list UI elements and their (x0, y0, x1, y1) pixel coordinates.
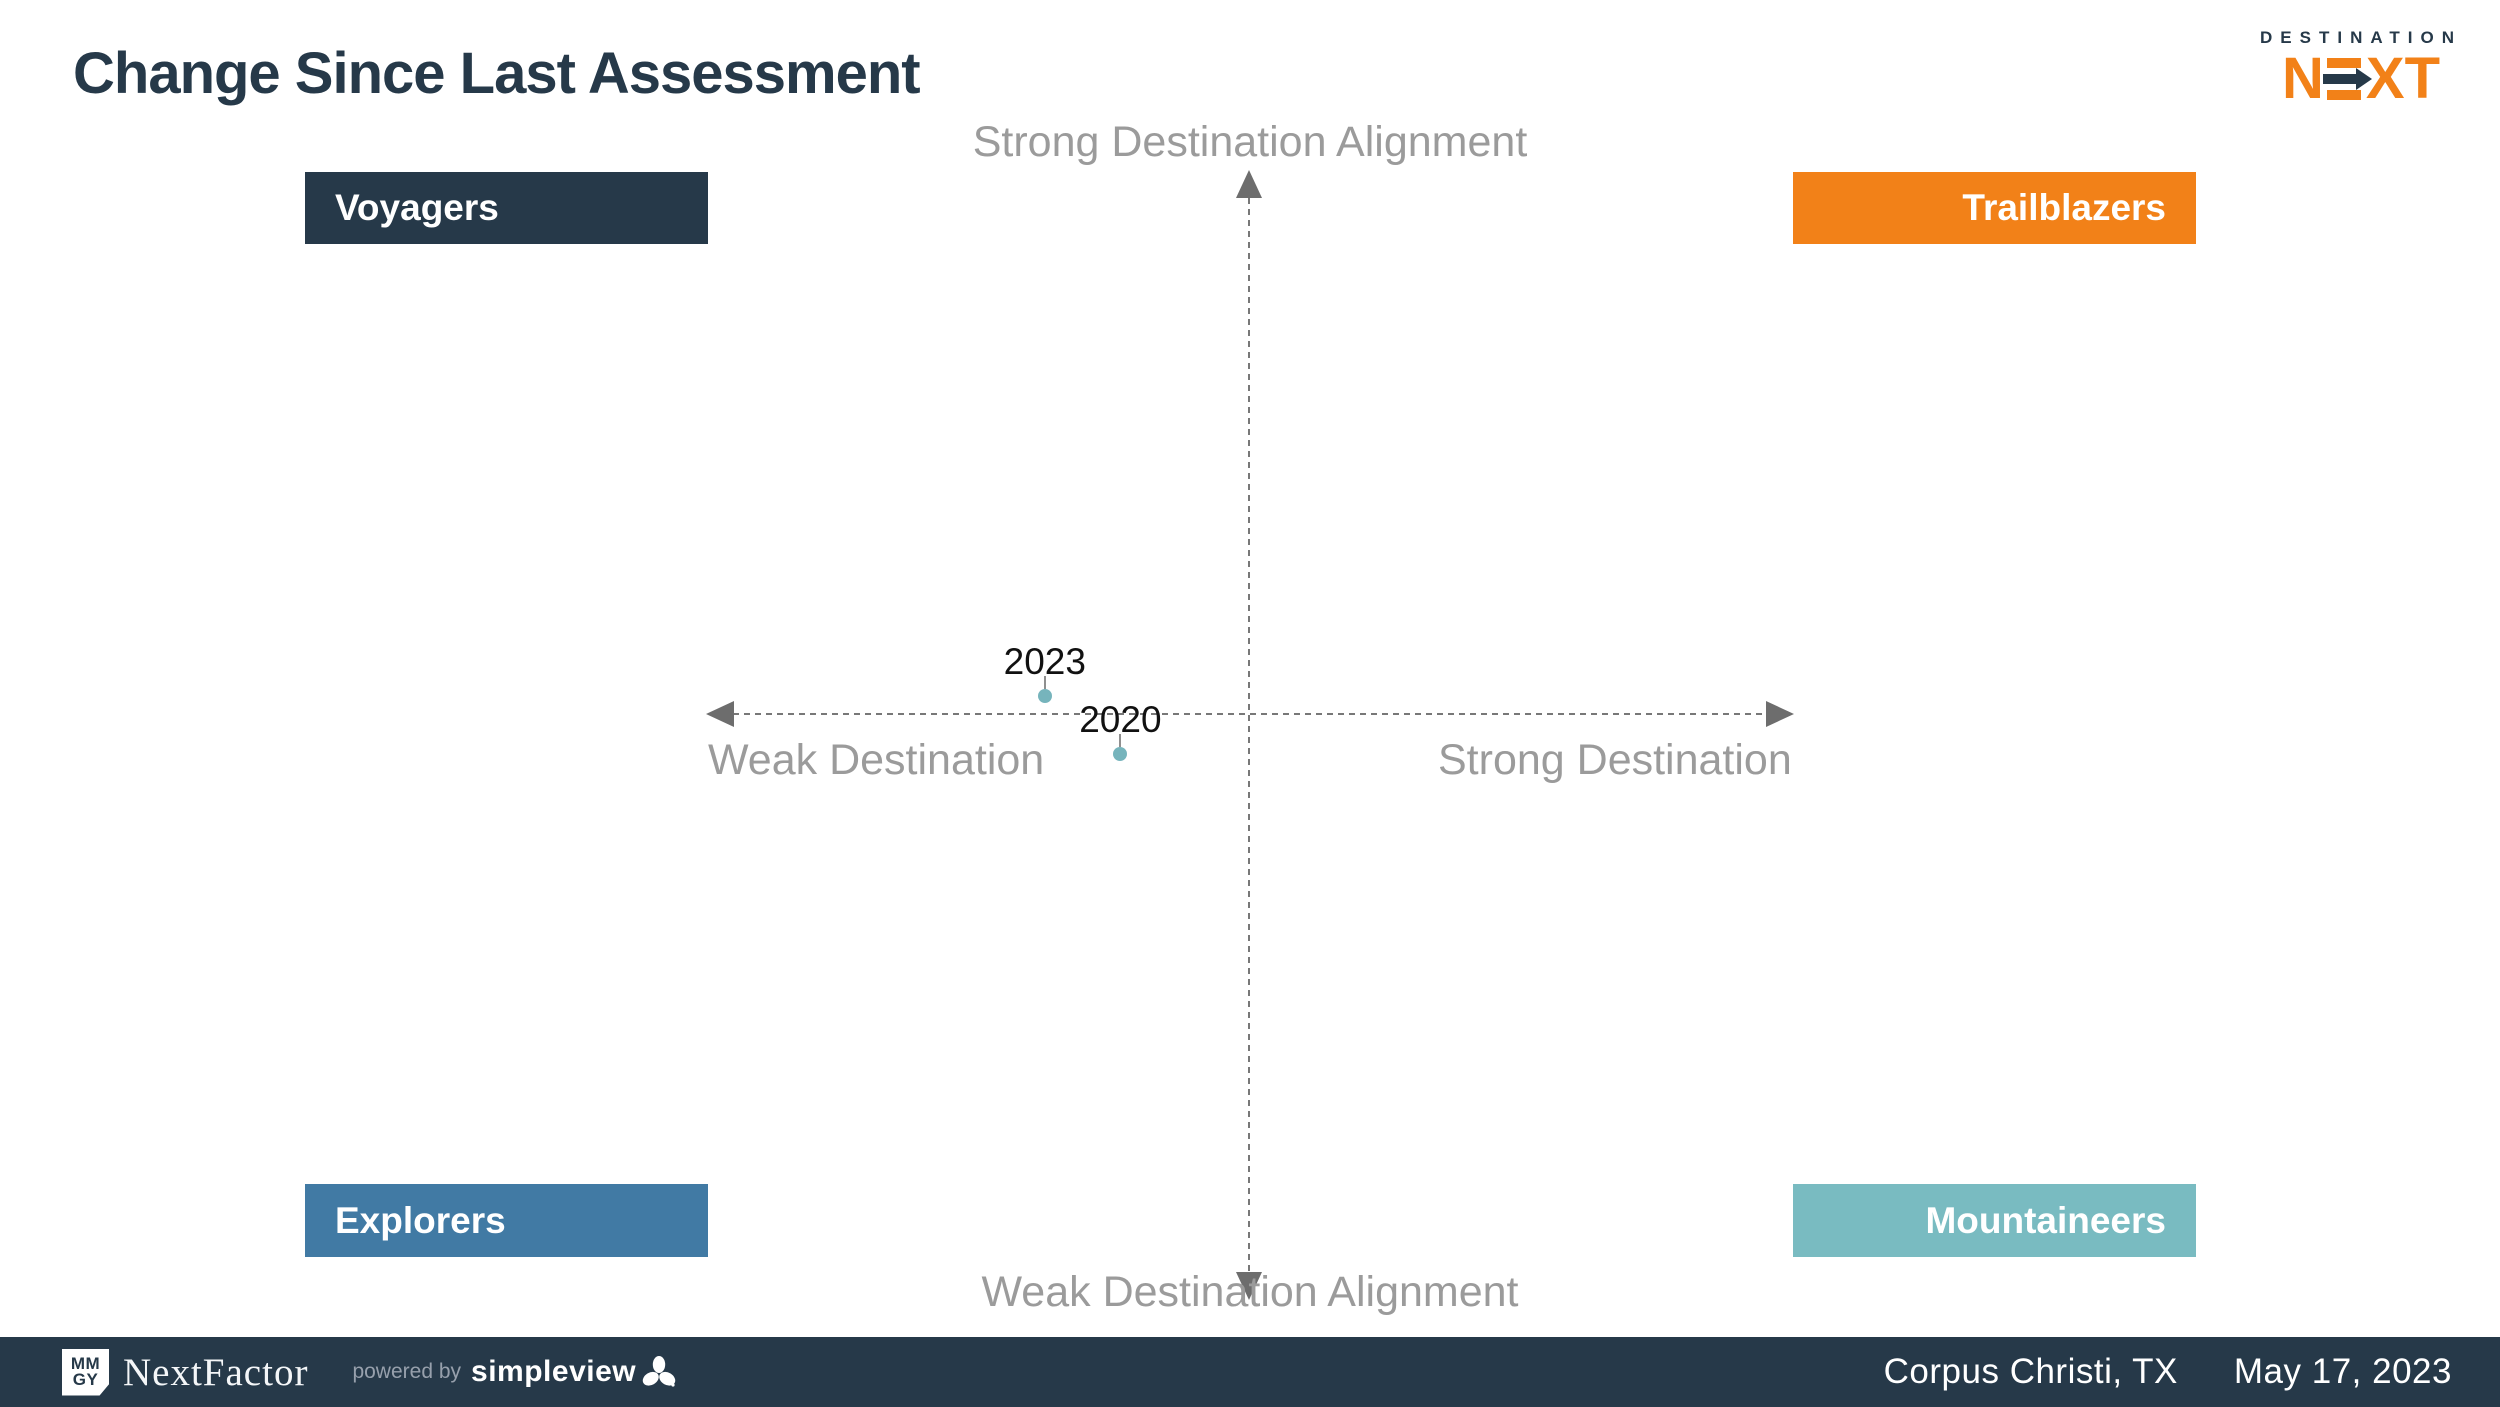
axis-label-right: Strong Destination (1438, 736, 1792, 784)
axis-arrow-down-icon (1236, 1272, 1262, 1300)
axis-label-bottom: Weak Destination Alignment (981, 1268, 1519, 1316)
footer-bar: MM GY NextFactor powered by simpleview C… (0, 1337, 2500, 1407)
data-point-2023 (1037, 688, 1052, 703)
axis-arrow-up-icon (1236, 170, 1262, 198)
quadrant-label-voyagers: Voyagers (305, 172, 708, 244)
quadrant-label-mountaineers: Mountaineers (1793, 1184, 2196, 1257)
data-point-stem (1043, 675, 1046, 689)
page-title: Change Since Last Assessment (73, 41, 921, 106)
nextfactor-logo-text: NextFactor (123, 1350, 309, 1394)
mmgy-logo: MM GY (62, 1348, 109, 1396)
axis-label-top: Strong Destination Alignment (972, 118, 1528, 166)
simpleview-trefoil-icon (642, 1356, 676, 1387)
destination-next-logo: DESTINATION N XT (2260, 28, 2462, 108)
logo-arrow-e-icon (2322, 58, 2363, 100)
footer-date: May 17, 2023 (2233, 1352, 2452, 1391)
quadrant-label-text: Voyagers (335, 187, 499, 228)
logo-next-text: N XT (2282, 50, 2440, 108)
logo-letter-n: N (2282, 46, 2324, 111)
quadrant-label-trailblazers: Trailblazers (1793, 172, 2196, 244)
footer-location: Corpus Christi, TX (1883, 1352, 2178, 1391)
horizontal-axis-line (733, 713, 1767, 715)
data-point-stem (1119, 734, 1122, 748)
axis-arrow-right-icon (1766, 701, 1794, 727)
quadrant-label-text: Trailblazers (1962, 187, 2166, 228)
vertical-axis-line (1248, 198, 1250, 1272)
simpleview-logo-text: simpleview (471, 1355, 637, 1388)
axis-label-left: Weak Destination (708, 736, 1045, 784)
logo-letters-xt: XT (2365, 46, 2441, 111)
data-point-label-2023: 2023 (1003, 640, 1086, 682)
mmgy-logo-line1: MM (70, 1354, 101, 1374)
logo-destination-text: DESTINATION (2260, 28, 2462, 47)
quadrant-label-text: Explorers (335, 1199, 506, 1241)
data-point-label-2020: 2020 (1079, 699, 1162, 741)
axis-arrow-left-icon (706, 701, 734, 727)
powered-by-text: powered by (352, 1360, 462, 1383)
footer-brand-group: MM GY NextFactor powered by simpleview (62, 1348, 676, 1396)
footer-meta-group: Corpus Christi, TX May 17, 2023 (1884, 1352, 2452, 1392)
mmgy-logo-line2: GY (72, 1370, 99, 1389)
quadrant-label-text: Mountaineers (1925, 1199, 2166, 1241)
quadrant-label-explorers: Explorers (305, 1184, 708, 1257)
data-point-2020 (1113, 747, 1128, 762)
